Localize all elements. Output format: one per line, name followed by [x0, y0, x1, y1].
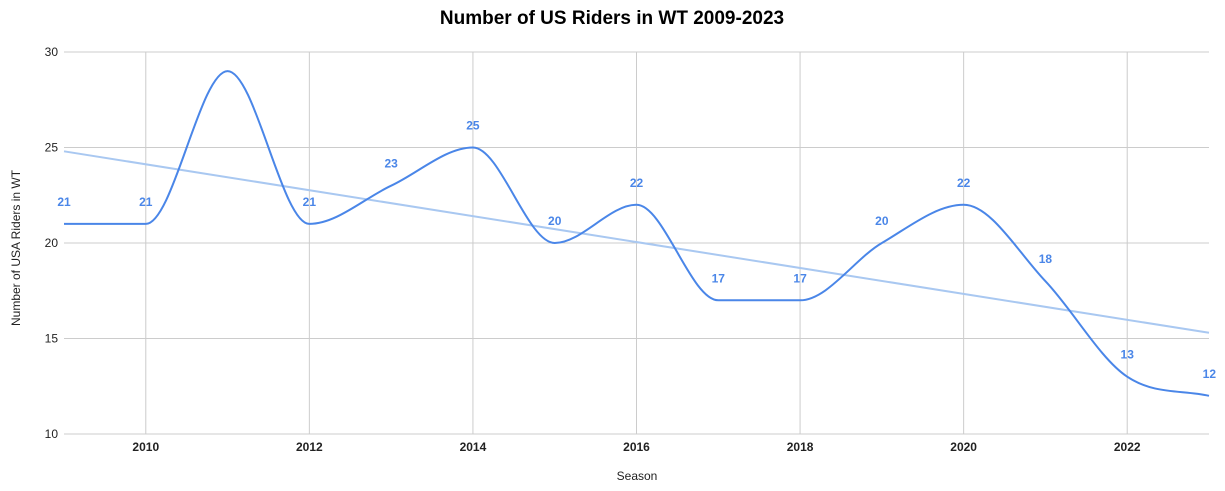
data-label: 18: [1039, 252, 1053, 266]
x-tick-label: 2018: [787, 440, 814, 454]
y-axis-title: Number of USA Riders in WT: [9, 169, 23, 326]
y-tick-label: 20: [45, 236, 59, 250]
trendline: [63, 150, 1210, 334]
data-label: 20: [875, 214, 889, 228]
data-labels: 21 21 21 23 25 20 22 17 17 20 22 18 13 12: [57, 119, 1216, 381]
chart-title: Number of US Riders in WT 2009-2023: [440, 8, 784, 29]
data-label: 22: [630, 176, 644, 190]
data-label: 21: [57, 195, 71, 209]
y-tick-label: 15: [45, 332, 59, 346]
data-label: 17: [712, 271, 726, 285]
x-tick-label: 2012: [296, 440, 323, 454]
data-label: 21: [139, 195, 153, 209]
trendline-group: [63, 150, 1210, 334]
gridlines: [64, 51, 1209, 435]
data-label: 22: [957, 176, 971, 190]
data-label: 17: [793, 271, 807, 285]
data-label: 25: [466, 119, 480, 133]
x-axis-ticks: 2010 2012 2014 2016 2018 2020 2022: [132, 440, 1140, 454]
x-axis-title: Season: [617, 469, 658, 483]
x-tick-label: 2010: [132, 440, 159, 454]
x-tick-label: 2022: [1114, 440, 1141, 454]
y-axis-ticks: 10 15 20 25 30: [45, 45, 59, 441]
data-label: 20: [548, 214, 562, 228]
x-tick-label: 2016: [623, 440, 650, 454]
data-label: 13: [1121, 348, 1135, 362]
series-group: [64, 70, 1210, 397]
data-label: 12: [1203, 367, 1217, 381]
series-line: [64, 70, 1210, 397]
data-label: 23: [384, 157, 398, 171]
y-tick-label: 30: [45, 45, 59, 59]
data-label: 21: [303, 195, 317, 209]
y-tick-label: 25: [45, 141, 59, 155]
x-tick-label: 2020: [950, 440, 977, 454]
y-tick-label: 10: [45, 427, 59, 441]
x-tick-label: 2014: [460, 440, 487, 454]
